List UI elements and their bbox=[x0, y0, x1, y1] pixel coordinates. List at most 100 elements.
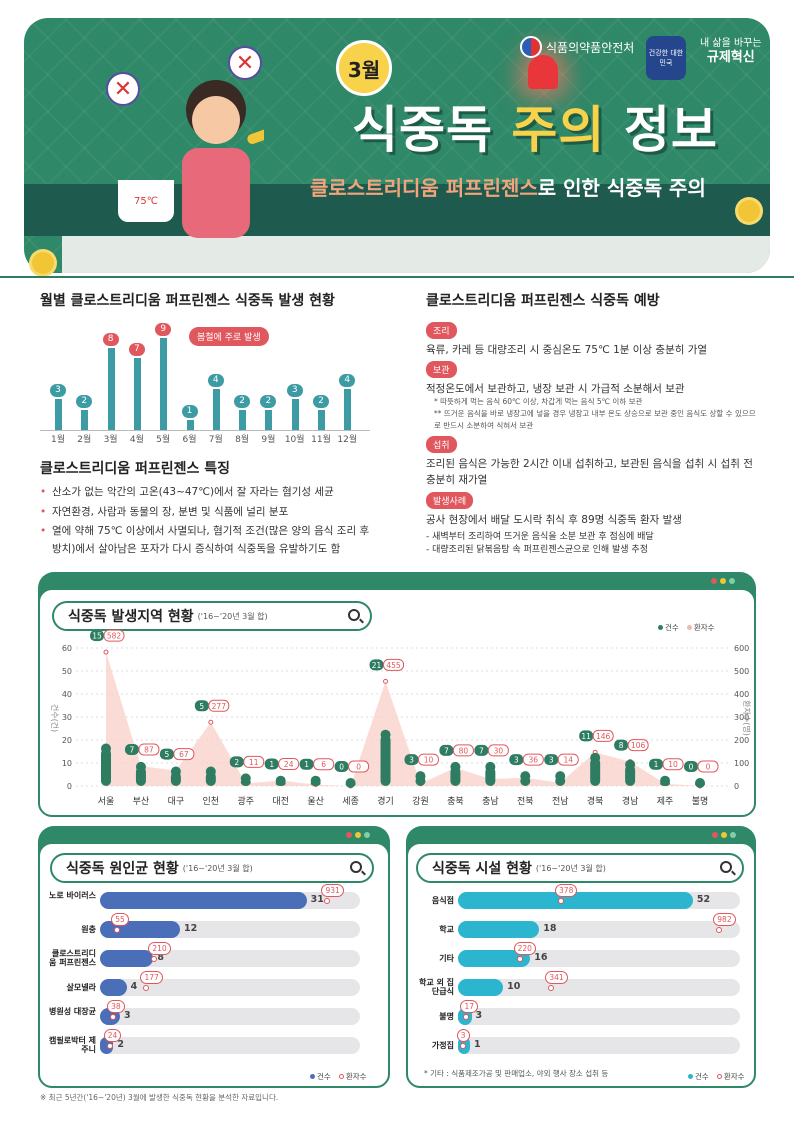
monthly-value-label: 2 bbox=[76, 394, 93, 408]
cases-value-label: 3 bbox=[475, 1010, 483, 1021]
category-label: 불명 bbox=[439, 1012, 454, 1021]
monthly-bar bbox=[160, 338, 168, 430]
region-tick-label: 인천 bbox=[203, 796, 220, 807]
patients-value-label: 10 bbox=[668, 760, 678, 769]
y-left-label: 건수(건) bbox=[50, 704, 60, 732]
facility-period: ('16~'20년 3월 합) bbox=[535, 863, 606, 873]
monthly-tick-label: 12월 bbox=[337, 435, 358, 445]
category-label: 음식점 bbox=[431, 896, 454, 905]
cases-value-label: 4 bbox=[130, 981, 138, 992]
monthly-tick-label: 4월 bbox=[129, 435, 144, 445]
prevention-section: 조리 육류, 카레 등 대량조리 시 중심온도 75℃ 1분 이상 충분히 가열… bbox=[426, 318, 756, 555]
patients-point bbox=[463, 1014, 470, 1020]
cases-bar bbox=[450, 766, 461, 786]
stamp-text: 건강한 대한민국 bbox=[648, 49, 684, 67]
search-icon[interactable] bbox=[720, 861, 732, 873]
bar-track bbox=[100, 1037, 360, 1054]
patients-point bbox=[716, 927, 723, 933]
cases-label-bg bbox=[614, 739, 629, 751]
patients-value-label: 55 bbox=[111, 913, 129, 926]
patients-label-bg bbox=[173, 748, 195, 761]
cases-bar bbox=[625, 764, 636, 786]
patients-point bbox=[114, 927, 121, 933]
cases-label-bg bbox=[509, 754, 524, 766]
search-icon[interactable] bbox=[350, 861, 362, 873]
cases-bar-cap bbox=[660, 775, 671, 786]
cause-period: ('16~'20년 3월 합) bbox=[182, 863, 253, 873]
cases-value-label: 1 bbox=[654, 760, 659, 769]
monthly-value-label: 2 bbox=[260, 394, 277, 408]
region-tick-label: 광주 bbox=[237, 795, 254, 807]
cases-bar-cap bbox=[345, 778, 356, 788]
cases-bar-cap bbox=[310, 775, 321, 786]
region-tick-label: 서울 bbox=[98, 796, 115, 807]
cases-bar bbox=[590, 757, 601, 786]
monthly-bar bbox=[55, 399, 62, 430]
patients-value-label: 0 bbox=[706, 763, 711, 772]
cook-tag: 조리 bbox=[426, 322, 457, 339]
cases-bar-cap bbox=[135, 761, 146, 772]
monthly-bar bbox=[133, 358, 141, 430]
feature-item: 열에 약해 75℃ 이상에서 사멸되나, 혐기적 조건(많은 양의 음식 조리 … bbox=[40, 522, 370, 558]
cases-label-bg bbox=[439, 744, 454, 756]
region-title-bar: 식중독 발생지역 현황 ('16~'20년 3월 합) bbox=[52, 601, 372, 631]
patients-value-label: 0 bbox=[356, 763, 361, 772]
case-tag: 발생사례 bbox=[426, 492, 474, 509]
cases-value-label: 10 bbox=[507, 981, 521, 992]
bar-track bbox=[458, 1037, 740, 1054]
monthly-tick-label: 3월 bbox=[103, 435, 118, 445]
patients-label-bg bbox=[662, 758, 684, 771]
patients-label-bg bbox=[103, 629, 125, 642]
bar-track bbox=[100, 921, 360, 938]
patients-point bbox=[208, 719, 214, 725]
patients-label-bg bbox=[487, 744, 509, 757]
category-label: 학교 bbox=[439, 925, 454, 934]
monthly-bar bbox=[344, 389, 352, 430]
hero-banner bbox=[24, 18, 770, 273]
patients-label-bg bbox=[278, 757, 300, 770]
slogan: 내 삶을 바꾸는 규제혁신 bbox=[700, 38, 762, 66]
month-badge: 3월 bbox=[336, 40, 392, 96]
title-part-c: 정보 bbox=[605, 101, 718, 159]
patients-point bbox=[383, 678, 389, 684]
patients-point bbox=[324, 898, 331, 904]
patients-value-label: 341 bbox=[545, 971, 568, 984]
y-left-tick: 20 bbox=[62, 736, 72, 745]
cases-value-label: 3 bbox=[514, 756, 519, 765]
cases-value-label: 2 bbox=[117, 1039, 124, 1050]
cases-bar-cap bbox=[695, 778, 705, 788]
patients-label-bg bbox=[243, 755, 265, 768]
region-tick-label: 대구 bbox=[168, 796, 185, 807]
patients-label-bg bbox=[592, 729, 614, 742]
cases-value-label: 21 bbox=[372, 661, 382, 670]
search-icon[interactable] bbox=[348, 609, 360, 621]
region-tick-label: 경북 bbox=[587, 795, 604, 807]
y-right-tick: 600 bbox=[734, 644, 749, 653]
monthly-tick-label: 7월 bbox=[208, 435, 223, 445]
y-left-tick: 30 bbox=[62, 713, 72, 722]
virus-icon: ✕ bbox=[228, 46, 262, 80]
monthly-tick-label: 5월 bbox=[156, 435, 171, 445]
patients-value-label: 11 bbox=[249, 758, 259, 767]
region-tick-label: 경기 bbox=[377, 795, 394, 807]
cases-label-bg bbox=[544, 754, 559, 766]
region-tick-label: 전북 bbox=[517, 796, 534, 807]
bar-track bbox=[100, 1008, 360, 1025]
patients-value-label: 378 bbox=[555, 884, 578, 897]
patients-value-label: 17 bbox=[460, 1000, 478, 1013]
features-heading: 클로스트리디움 퍼프린젠스 특징 bbox=[40, 461, 231, 477]
region-tick-label: 충북 bbox=[447, 796, 464, 807]
facility-footnote: * 기타 : 식품제조가공 및 판매업소, 야외 행사 장소 섭취 등 bbox=[424, 1069, 609, 1078]
region-tick-label: 울산 bbox=[307, 796, 324, 807]
cases-bar-cap bbox=[450, 761, 461, 772]
cases-bar bbox=[485, 766, 496, 786]
cases-label-bg bbox=[229, 756, 244, 768]
bar-track bbox=[458, 1008, 740, 1025]
title-part-b: 주의 bbox=[511, 101, 606, 159]
cases-bar bbox=[458, 892, 693, 909]
region-tick-label: 대전 bbox=[272, 796, 289, 807]
patients-point bbox=[459, 1043, 466, 1049]
cases-value-label: 5 bbox=[164, 750, 169, 759]
cases-bar-cap bbox=[625, 759, 636, 770]
siren-icon bbox=[528, 55, 558, 89]
